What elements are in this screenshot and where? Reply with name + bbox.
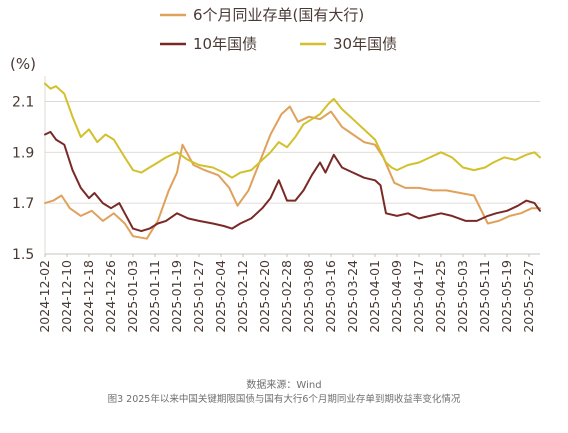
- x-tick-label: 2025-04-25: [433, 260, 448, 333]
- legend: 6个月同业存单(国有大行) 10年国债 30年国债: [160, 6, 397, 53]
- y-tick-label: 2.1: [12, 94, 34, 110]
- y-axis-ticks: 1.5 1.7 1.9 2.1: [12, 94, 34, 263]
- x-tick-label: 2025-04-01: [367, 260, 382, 333]
- y-tick-label: 1.7: [12, 196, 34, 212]
- x-tick-label: 2025-02-12: [235, 260, 250, 333]
- legend-label-1: 10年国债: [193, 35, 257, 53]
- x-tick-label: 2025-02-20: [257, 260, 272, 333]
- x-tick-label: 2025-01-11: [147, 260, 162, 333]
- x-tick-label: 2024-12-02: [37, 260, 52, 333]
- legend-label-0: 6个月同业存单(国有大行): [193, 6, 364, 24]
- grid-lines: [44, 76, 540, 255]
- series-line-1: [44, 130, 541, 233]
- x-axis-ticks: 2024-12-02 2024-12-10 2024-12-18 2024-12-26…: [37, 254, 536, 333]
- x-tick-label: 2024-12-26: [103, 260, 118, 333]
- figure-caption: 图3 2025年以来中国关键期限国债与国有大行6个月期同业存单到期收益率变化情况: [107, 394, 461, 405]
- x-tick-label: 2025-01-27: [191, 260, 206, 333]
- x-tick-label: 2025-04-17: [411, 260, 426, 333]
- x-tick-label: 2025-03-16: [323, 260, 338, 333]
- x-tick-label: 2025-03-24: [345, 260, 360, 333]
- x-tick-label: 2025-03-08: [301, 260, 316, 333]
- x-tick-label: 2025-04-09: [389, 260, 404, 333]
- x-tick-label: 2024-12-18: [81, 260, 96, 333]
- y-tick-label: 1.5: [12, 247, 34, 263]
- x-tick-label: 2025-01-19: [169, 260, 184, 333]
- x-tick-label: 2025-05-03: [455, 260, 470, 333]
- legend-label-2: 30年国债: [333, 35, 397, 53]
- x-tick-label: 2025-02-28: [279, 260, 294, 333]
- x-tick-label: 2025-05-11: [477, 260, 492, 333]
- x-tick-label: 2025-01-03: [125, 260, 140, 333]
- series-line-0: [44, 105, 541, 240]
- x-tick-label: 2025-02-04: [213, 260, 228, 333]
- x-tick-label: 2025-05-27: [521, 260, 536, 333]
- series-lines: [44, 82, 541, 240]
- y-tick-label: 1.9: [12, 145, 34, 161]
- y-axis-unit-label: (%): [10, 55, 36, 73]
- x-tick-label: 2024-12-10: [59, 260, 74, 333]
- series-line-2: [44, 82, 541, 179]
- data-source-note: 数据来源：Wind: [246, 380, 322, 391]
- x-tick-label: 2025-05-19: [499, 260, 514, 333]
